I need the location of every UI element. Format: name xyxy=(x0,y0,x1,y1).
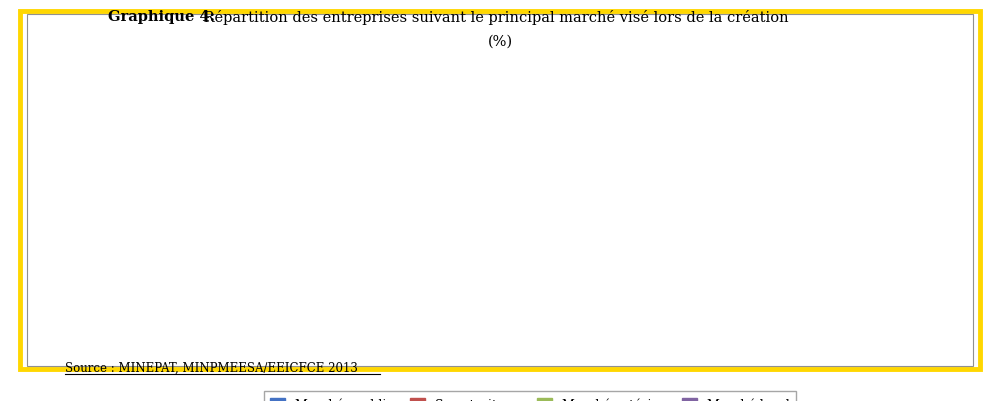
Bar xyxy=(917,258,943,313)
Legend: Marchés publics, Sous-traitance, Marché extérieur, Marché local: Marchés publics, Sous-traitance, Marché … xyxy=(264,391,796,401)
Bar xyxy=(602,296,628,313)
Bar xyxy=(406,130,432,313)
Bar xyxy=(143,273,169,313)
Bar xyxy=(550,181,576,313)
Bar xyxy=(720,273,746,313)
Text: Source : MINEPAT, MINPMEESA/EEICFCE 2013: Source : MINEPAT, MINPMEESA/EEICFCE 2013 xyxy=(65,361,358,374)
Bar xyxy=(458,238,484,313)
Bar xyxy=(169,281,195,313)
Bar xyxy=(839,187,865,313)
Bar xyxy=(694,135,720,313)
Text: Graphique 4:: Graphique 4: xyxy=(108,10,215,24)
Bar xyxy=(432,284,458,313)
Bar xyxy=(340,215,366,313)
Bar xyxy=(262,284,288,313)
Bar xyxy=(195,261,221,313)
Bar xyxy=(314,273,340,313)
Bar xyxy=(865,250,891,313)
Bar xyxy=(891,270,917,313)
Bar xyxy=(576,264,602,313)
Bar xyxy=(628,224,654,313)
Text: (%): (%) xyxy=(487,34,513,48)
Bar xyxy=(117,155,143,313)
Bar xyxy=(772,296,798,313)
Bar xyxy=(288,192,314,313)
Bar xyxy=(746,261,772,313)
Text: Répartition des entreprises suivant le principal marché visé lors de la création: Répartition des entreprises suivant le p… xyxy=(199,10,789,25)
